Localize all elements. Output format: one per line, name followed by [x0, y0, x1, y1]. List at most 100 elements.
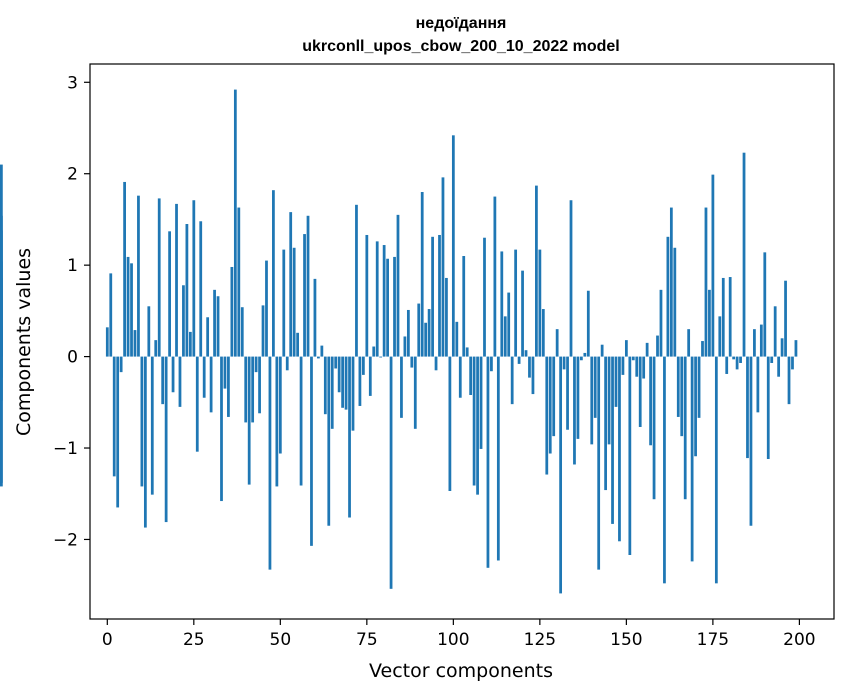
- bar: [496, 356, 500, 561]
- bar: [410, 356, 414, 368]
- bar: [659, 289, 663, 357]
- bar: [507, 292, 511, 357]
- bar: [140, 356, 144, 487]
- x-axis-label: Vector components: [369, 660, 553, 682]
- bar: [137, 195, 140, 357]
- bar: [673, 247, 677, 357]
- bar: [206, 317, 210, 357]
- bar: [133, 330, 137, 357]
- bar: [580, 356, 583, 361]
- bar: [161, 356, 165, 405]
- bar: [746, 356, 749, 459]
- bar: [119, 356, 123, 373]
- bar: [441, 177, 445, 357]
- bar: [652, 356, 656, 500]
- bar: [116, 356, 120, 508]
- bar: [742, 152, 746, 357]
- bar: [687, 329, 691, 357]
- bar: [303, 234, 306, 357]
- bar: [209, 356, 213, 413]
- bar: [756, 356, 760, 413]
- bar: [175, 203, 178, 357]
- bar: [424, 322, 428, 357]
- bar: [552, 356, 556, 437]
- bar: [272, 190, 275, 357]
- bar: [358, 356, 362, 406]
- bar: [676, 356, 680, 417]
- bar: [635, 356, 639, 377]
- bar: [697, 356, 701, 418]
- bar: [773, 306, 777, 357]
- bar: [718, 316, 722, 357]
- bar: [195, 356, 199, 452]
- bar: [0, 356, 3, 483]
- bar: [434, 356, 438, 371]
- bar: [285, 356, 289, 371]
- bar: [126, 256, 130, 357]
- bar: [600, 344, 604, 357]
- bar: [708, 289, 711, 357]
- bar: [614, 356, 618, 407]
- bar: [517, 356, 521, 364]
- x-tick-label: 100: [437, 630, 469, 650]
- bar: [168, 231, 171, 357]
- y-axis-ticks: −2 −1 0 1 2 3: [53, 73, 90, 550]
- bar: [701, 341, 704, 357]
- bar: [583, 352, 587, 357]
- bar: [683, 356, 687, 500]
- bar: [535, 185, 538, 357]
- bar: [278, 356, 282, 454]
- bar: [348, 356, 351, 518]
- y-axis-label: Components values: [13, 248, 35, 436]
- bar: [220, 356, 223, 502]
- bar: [510, 356, 514, 405]
- bar: [0, 356, 3, 401]
- bar: [382, 245, 386, 357]
- bar: [618, 356, 621, 542]
- bar: [147, 306, 151, 357]
- bar: [538, 249, 542, 357]
- bar: [400, 356, 403, 418]
- bar: [164, 356, 168, 523]
- bar: [638, 356, 642, 427]
- bar: [576, 356, 580, 439]
- bar: [451, 135, 455, 357]
- bar: [725, 356, 729, 374]
- bar: [237, 207, 241, 357]
- bar: [642, 356, 646, 379]
- bar: [413, 356, 417, 429]
- bar: [289, 212, 293, 357]
- x-tick-label: 200: [783, 630, 815, 650]
- chart-title-line1: недоїдання: [416, 15, 507, 32]
- bar: [216, 296, 220, 357]
- bar: [624, 340, 628, 357]
- bar: [427, 309, 431, 357]
- bar: [732, 356, 736, 360]
- bar: [240, 307, 244, 357]
- bar: [230, 266, 234, 357]
- bar: [310, 356, 313, 546]
- bar: [130, 263, 133, 357]
- bar: [531, 356, 535, 395]
- bar: [268, 356, 272, 570]
- bar: [375, 241, 379, 357]
- bar: [112, 356, 116, 477]
- bar: [223, 356, 227, 389]
- bar: [213, 289, 216, 357]
- bar: [486, 356, 490, 568]
- bar: [227, 356, 230, 417]
- bar: [386, 258, 389, 357]
- bar: [185, 224, 189, 357]
- x-tick-label: 50: [270, 630, 292, 650]
- bar: [254, 356, 258, 373]
- bar: [292, 247, 296, 357]
- bar: [569, 200, 573, 357]
- x-tick-label: 0: [102, 630, 113, 650]
- plot-frame: [89, 63, 835, 620]
- bar: [431, 236, 434, 357]
- bar: [770, 356, 774, 363]
- bar: [188, 331, 192, 357]
- bar: [528, 356, 531, 378]
- bar: [721, 277, 725, 357]
- bar: [265, 260, 268, 357]
